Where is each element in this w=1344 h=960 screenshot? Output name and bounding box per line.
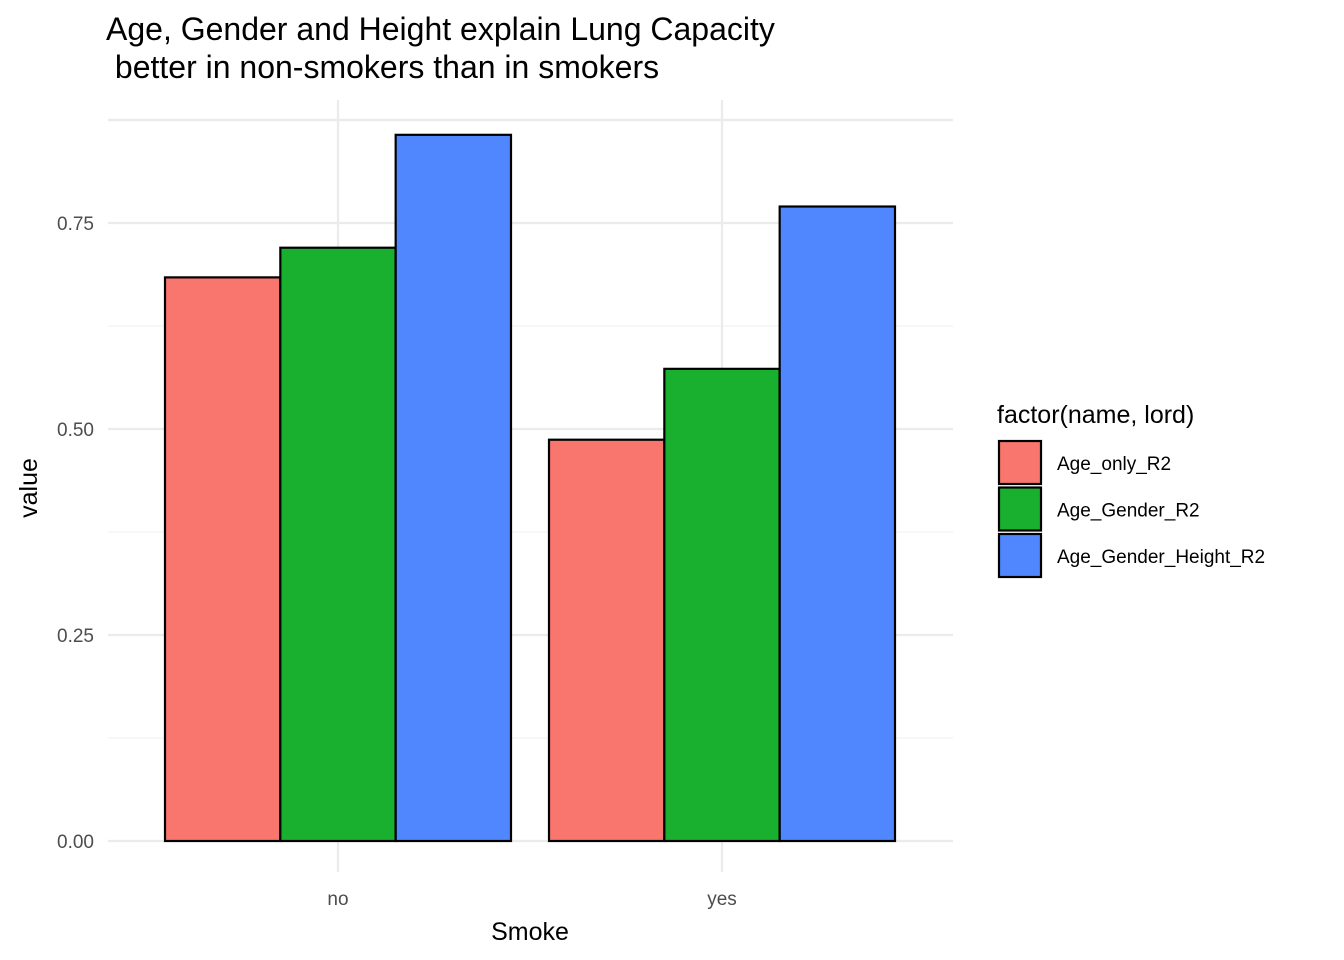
y-axis-ticks: 0.00 0.25 0.50 0.75 — [57, 214, 94, 853]
legend-label-Age_Gender_Height_R2: Age_Gender_Height_R2 — [1057, 547, 1265, 568]
bar-Age_Gender_Height_R2-yes — [778, 205, 897, 843]
x-tick-label: yes — [707, 889, 737, 910]
legend-label-Age_Gender_R2: Age_Gender_R2 — [1057, 501, 1200, 522]
legend: factor(name, lord) Age_only_R2 Age_Gender… — [997, 401, 1265, 579]
y-tick-label: 0.25 — [57, 626, 94, 647]
legend-swatch-Age_only_R2 — [997, 439, 1043, 486]
chart-title-line: Age, Gender and Height explain Lung Capa… — [106, 11, 775, 47]
x-tick-label: no — [327, 889, 348, 910]
bar-Age_only_R2-no — [163, 276, 282, 843]
legend-swatch-Age_Gender_Height_R2 — [997, 532, 1043, 579]
chart-title-line: better in non-smokers than in smokers — [106, 49, 659, 85]
y-axis-label: value — [15, 458, 43, 518]
bar-Age_Gender_Height_R2-no — [394, 133, 513, 843]
legend-swatch-Age_Gender_R2 — [997, 486, 1043, 532]
y-tick-label: 0.75 — [57, 214, 94, 235]
x-axis-ticks: no yes — [327, 889, 736, 910]
x-axis-label: Smoke — [491, 918, 569, 946]
bar-Age_Gender_R2-no — [279, 246, 397, 843]
bars — [163, 133, 897, 843]
legend-title: factor(name, lord) — [997, 401, 1194, 429]
y-tick-label: 0.50 — [57, 420, 94, 441]
bar-Age_only_R2-yes — [547, 438, 666, 843]
bar-Age_Gender_R2-yes — [663, 367, 781, 843]
legend-label-Age_only_R2: Age_only_R2 — [1057, 454, 1171, 475]
y-tick-label: 0.00 — [57, 832, 94, 853]
chart-title: Age, Gender and Height explain Lung Capa… — [106, 11, 775, 85]
